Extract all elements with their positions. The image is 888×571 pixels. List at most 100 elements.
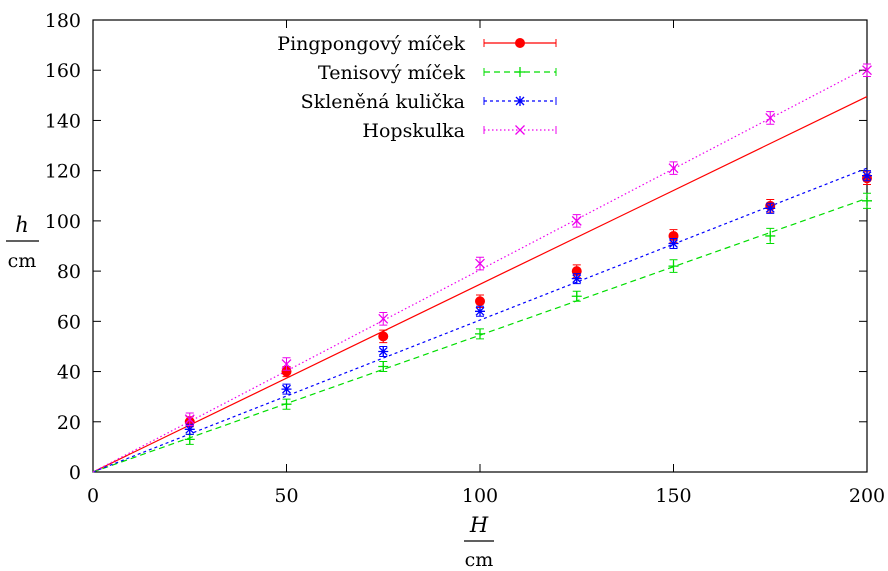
data-point: [378, 313, 389, 324]
legend-marker: [515, 38, 525, 48]
x-tick-label: 0: [87, 485, 99, 507]
data-point: [862, 65, 872, 76]
data-point: [571, 215, 582, 226]
data-point: [378, 361, 389, 372]
marker-plus: [281, 399, 292, 410]
marker-star: [668, 238, 679, 249]
y-tick-label: 40: [57, 362, 81, 384]
marker-star: [571, 273, 582, 284]
marker-plus: [765, 230, 776, 241]
legend-label: Pingpongový míček: [277, 33, 465, 55]
marker-plus: [571, 291, 582, 302]
y-tick-label: 120: [45, 161, 81, 183]
data-point: [378, 331, 389, 342]
legend-marker: [515, 96, 525, 106]
legend-entry-1: Tenisový míček: [318, 62, 557, 84]
series-3-points: [184, 63, 872, 427]
marker-star: [862, 170, 872, 181]
y-tick-label: 100: [45, 211, 81, 233]
marker-star: [515, 96, 525, 106]
y-tick-label: 0: [69, 462, 81, 484]
legend-errbar-caps: [483, 39, 557, 47]
data-point: [475, 258, 485, 269]
legend-errbar-caps: [483, 97, 557, 105]
legend-marker: [515, 67, 525, 77]
data-point: [668, 163, 679, 174]
y-tick-label: 160: [45, 60, 81, 82]
x-axis-label-unit: cm: [465, 549, 494, 571]
data-point: [571, 273, 582, 284]
data-point: [765, 230, 776, 241]
marker-plus: [378, 361, 389, 372]
series-2-points: [184, 170, 872, 435]
y-tick-label: 80: [57, 261, 81, 283]
data-point: [765, 203, 776, 214]
marker-cross: [668, 163, 679, 174]
marker-cross: [515, 125, 525, 135]
x-tick-label: 50: [274, 485, 298, 507]
legend-errbar-caps: [483, 68, 557, 76]
plot-frame: [92, 19, 868, 473]
marker-star: [765, 203, 776, 214]
marker-star: [378, 346, 389, 357]
legend-entry-2: Skleněná kulička: [301, 91, 557, 113]
marker-cross: [281, 359, 292, 369]
legend-entry-3: Hopskulka: [362, 120, 557, 142]
data-point: [281, 399, 292, 410]
axis-ticks: 0 50 100 150 200 0 20 40 60 80 100 120 140 160 180: [45, 10, 885, 507]
x-axis-label-symbol: H: [469, 513, 489, 537]
marker-plus: [862, 195, 872, 206]
data-point: [184, 434, 195, 445]
plot-area: [92, 19, 868, 473]
marker-plus: [515, 67, 525, 77]
x-tick-label: 200: [849, 485, 885, 507]
data-point: [475, 328, 485, 339]
legend-label: Skleněná kulička: [301, 91, 465, 113]
marker-star: [184, 424, 195, 435]
marker-circle: [378, 331, 389, 342]
data-point: [281, 359, 292, 369]
marker-cross: [862, 65, 872, 76]
data-point: [668, 261, 679, 272]
legend-marker: [515, 125, 525, 135]
marker-cross: [184, 414, 195, 425]
data-point: [862, 195, 872, 206]
data-point: [475, 296, 485, 307]
y-tick-label: 140: [45, 110, 81, 132]
data-point: [765, 112, 776, 123]
legend-entry-0: Pingpongový míček: [277, 33, 557, 55]
y-tick-label: 60: [57, 311, 81, 333]
marker-plus: [475, 328, 485, 339]
y-axis-label-symbol: h: [15, 213, 29, 237]
legend: Pingpongový míček Tenisový míček Skleněná …: [277, 33, 557, 142]
x-axis-label: H cm: [464, 513, 494, 571]
data-point: [862, 170, 872, 181]
fit-line-series-2: [92, 167, 868, 473]
marker-star: [475, 306, 485, 317]
marker-cross: [378, 313, 389, 324]
marker-cross: [475, 258, 485, 269]
x-tick-label: 100: [462, 485, 498, 507]
data-point: [184, 424, 195, 435]
x-tick-label: 150: [655, 485, 691, 507]
marker-circle: [515, 38, 525, 48]
marker-plus: [184, 434, 195, 445]
legend-label: Tenisový míček: [318, 62, 465, 84]
series-1-points: [184, 192, 872, 445]
data-point: [378, 346, 389, 357]
marker-star: [281, 384, 292, 395]
fit-line-series-0: [92, 96, 868, 473]
data-points: [184, 63, 872, 445]
data-point: [571, 291, 582, 302]
legend-label: Hopskulka: [362, 120, 465, 142]
data-point: [668, 238, 679, 249]
marker-plus: [668, 261, 679, 272]
data-point: [281, 384, 292, 395]
y-tick-label: 20: [57, 412, 81, 434]
marker-cross: [571, 215, 582, 226]
legend-errbar-caps: [483, 126, 557, 134]
y-axis-label-unit: cm: [8, 250, 37, 272]
data-point: [184, 414, 195, 425]
y-axis-label: h cm: [6, 213, 39, 272]
